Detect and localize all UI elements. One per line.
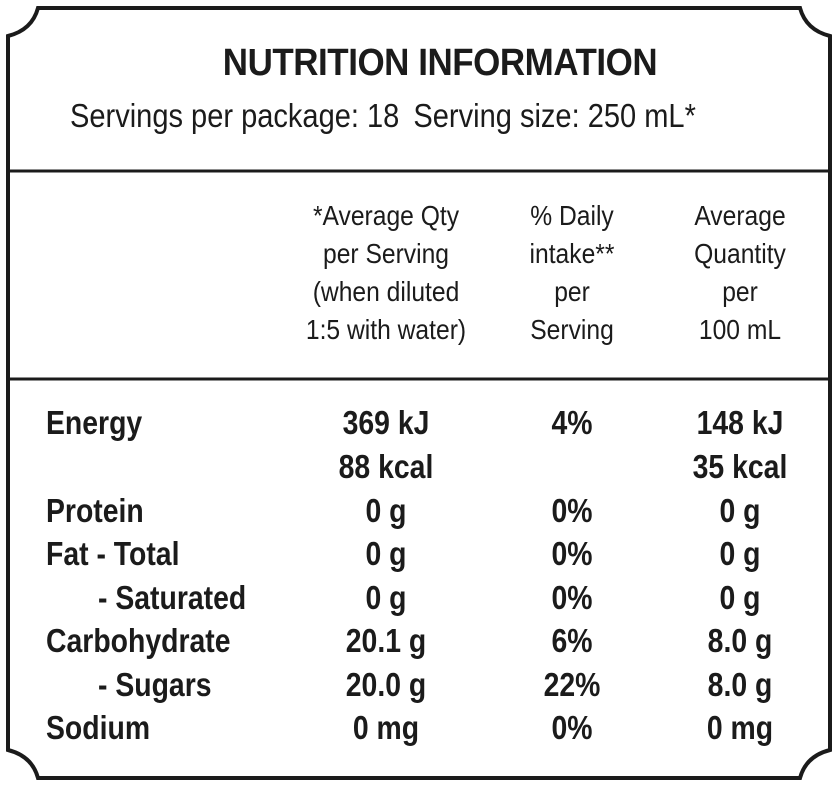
per-100ml-value: 0 g <box>719 579 761 616</box>
per-serving-value: 369 kJ <box>342 404 430 441</box>
per-serving-value: 88 kcal <box>338 448 434 485</box>
table-row: Sodium 0 mg 0% 0 mg <box>0 709 840 753</box>
daily-intake-value: 0% <box>551 579 593 616</box>
column-header-per-100ml: Average Quantity per 100 mL <box>694 200 786 345</box>
table-row: Fat - Total 0 g 0% 0 g <box>0 535 840 579</box>
column-header-per-serving: *Average Qty per Serving (when diluted 1… <box>305 200 467 345</box>
daily-intake-value: 22% <box>543 666 601 703</box>
nutrient-label: Carbohydrate <box>46 622 231 659</box>
table-row: 88 kcal 35 kcal <box>0 448 840 492</box>
column-header-daily-intake: % Daily intake** per Serving <box>529 200 615 345</box>
per-serving-value: 0 g <box>365 579 407 616</box>
serving-size: Serving size: 250 mL* <box>413 97 696 134</box>
serving-info: Servings per package: 18 Serving size: 25… <box>70 97 739 135</box>
per-100ml-value: 8.0 g <box>707 666 773 703</box>
table-row: - Sugars 20.0 g 22% 8.0 g <box>0 666 840 710</box>
daily-intake-value: 4% <box>551 404 593 441</box>
nutrient-label: Sodium <box>46 709 151 746</box>
nutrient-label: - Sugars <box>98 666 212 703</box>
daily-intake-value: 0% <box>551 709 593 746</box>
per-serving-value: 0 g <box>365 492 407 529</box>
per-100ml-value: 0 g <box>719 492 761 529</box>
daily-intake-value: 6% <box>551 622 593 659</box>
nutrient-label: - Saturated <box>98 579 247 616</box>
per-100ml-value: 8.0 g <box>707 622 773 659</box>
per-100ml-value: 0 g <box>719 535 761 572</box>
panel-title: NUTRITION INFORMATION <box>222 42 658 84</box>
per-100ml-value: 35 kcal <box>692 448 788 485</box>
table-row: - Saturated 0 g 0% 0 g <box>0 579 840 623</box>
nutrient-label: Fat - Total <box>46 535 180 572</box>
table-row: Protein 0 g 0% 0 g <box>0 492 840 536</box>
table-row: Carbohydrate 20.1 g 6% 8.0 g <box>0 622 840 666</box>
nutrient-label: Protein <box>46 492 144 529</box>
table-row: Energy 369 kJ 4% 148 kJ <box>0 404 840 448</box>
nutrient-label: Energy <box>46 404 143 441</box>
per-serving-value: 20.0 g <box>345 666 427 703</box>
daily-intake-value: 0% <box>551 492 593 529</box>
per-serving-value: 0 g <box>365 535 407 572</box>
per-serving-value: 20.1 g <box>345 622 427 659</box>
per-100ml-value: 0 mg <box>706 709 774 746</box>
servings-per-package: Servings per package: 18 <box>70 97 400 134</box>
per-serving-value: 0 mg <box>352 709 420 746</box>
per-100ml-value: 148 kJ <box>696 404 784 441</box>
daily-intake-value: 0% <box>551 535 593 572</box>
